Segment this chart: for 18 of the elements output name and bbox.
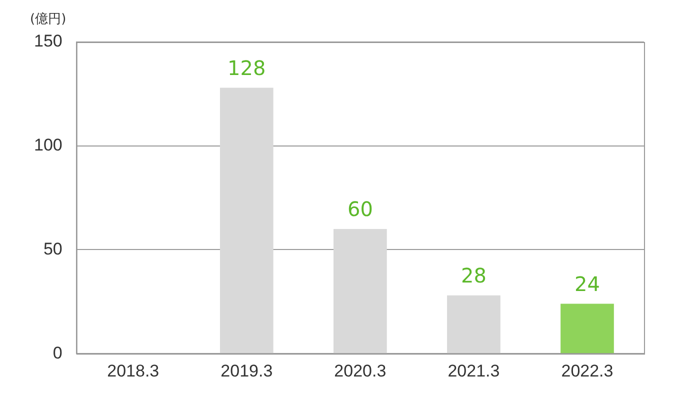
x-tick-label: 2020.3	[334, 361, 386, 380]
x-tick-label: 2021.3	[448, 361, 500, 380]
y-tick-label: 50	[43, 239, 62, 258]
x-tick-label: 2018.3	[107, 361, 160, 380]
data-label: 28	[460, 264, 486, 288]
x-tick-label: 2019.3	[220, 361, 273, 380]
bar	[560, 304, 614, 354]
data-label: 128	[228, 56, 266, 80]
data-label: 24	[574, 272, 600, 296]
bar	[334, 228, 387, 354]
y-tick-label: 150	[34, 32, 62, 51]
y-axis-title: (億円)	[30, 11, 66, 28]
bar	[220, 88, 274, 354]
bar	[447, 295, 500, 354]
y-tick-label: 0	[52, 343, 62, 362]
y-tick-label: 100	[34, 136, 62, 155]
data-label: 60	[347, 197, 373, 222]
x-tick-label: 2022.3	[561, 361, 614, 380]
